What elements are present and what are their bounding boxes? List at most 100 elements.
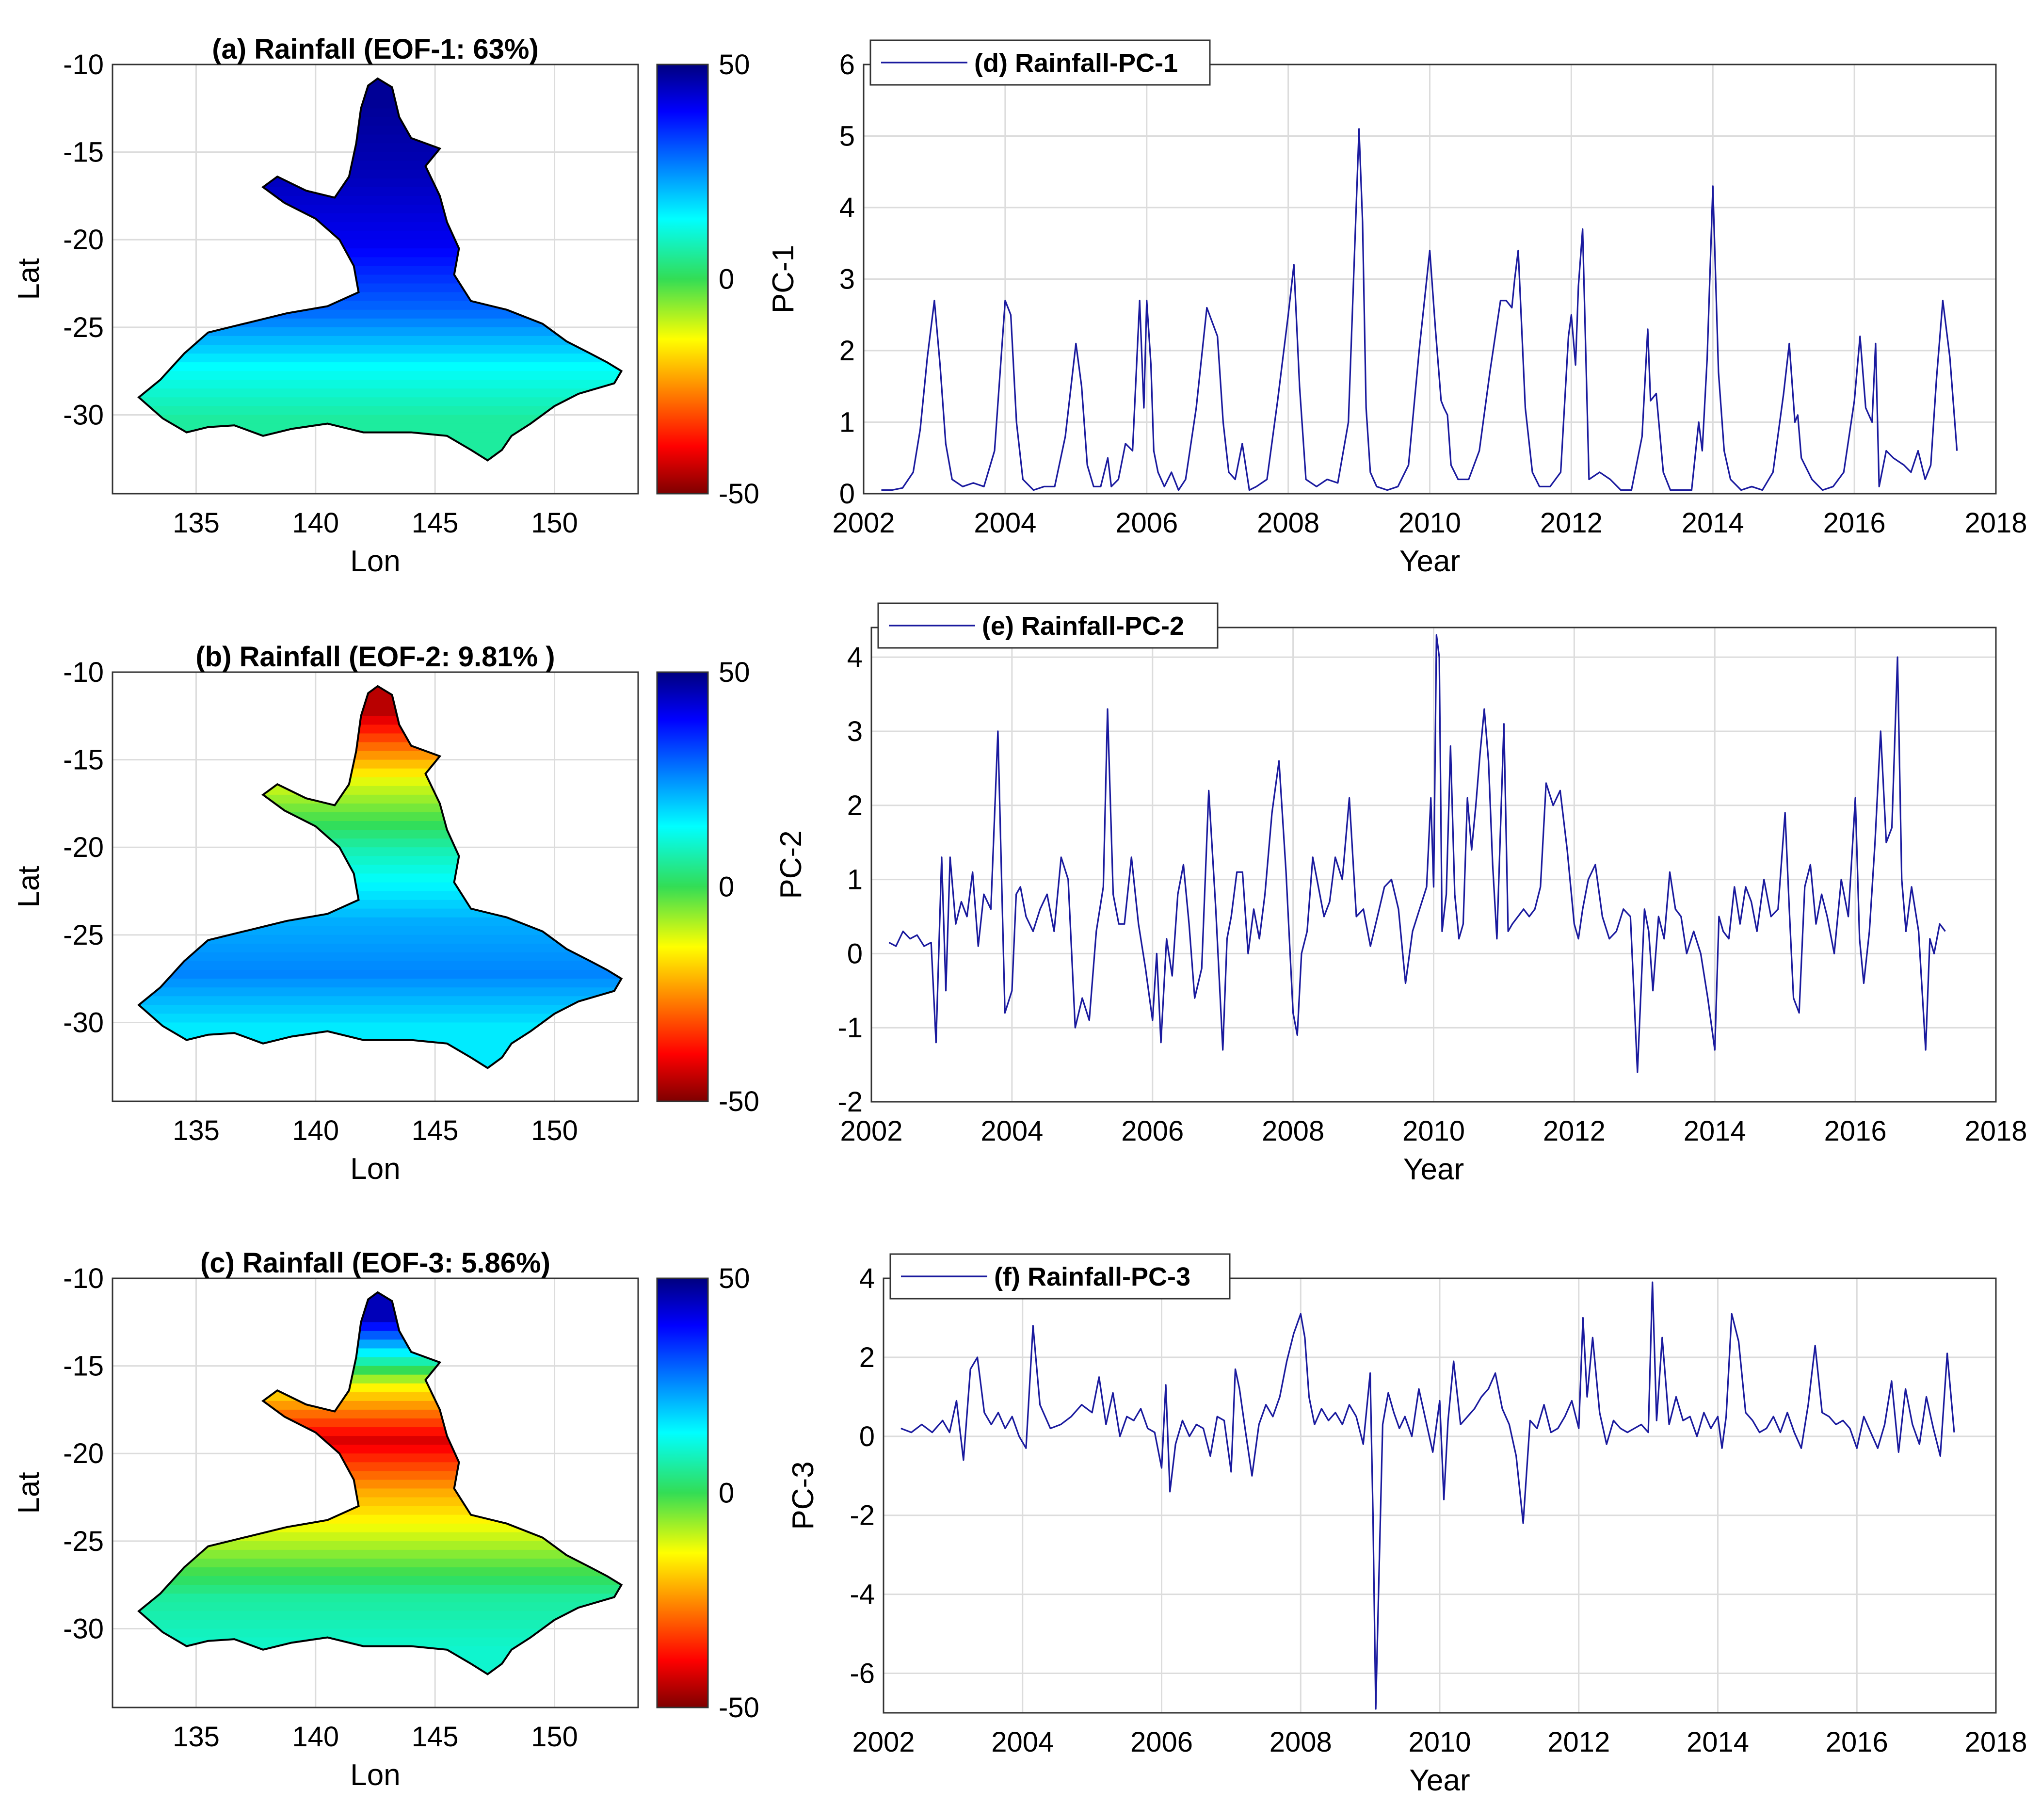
map-cell-row: [139, 1366, 622, 1375]
map-panel-c: 135 140 145 150 -10 -15 -20 -25 -30 Lon Lat (c) Rai…: [12, 1247, 759, 1792]
map-cell-row: [139, 91, 622, 100]
map-cell-row: [112, 1699, 638, 1708]
map-y-tick: -20: [63, 224, 104, 256]
map-cell-row: [139, 283, 622, 293]
map-cell-row: [139, 856, 622, 866]
map-field: [112, 1278, 638, 1708]
x-tick: 2010: [1408, 1726, 1471, 1758]
map-cell-row: [112, 1681, 638, 1691]
y-tick: 2: [859, 1342, 875, 1373]
map-cell-row: [139, 1313, 622, 1323]
map-cell-row: [139, 108, 622, 118]
x-tick: 2002: [832, 507, 895, 539]
map-cell-row: [139, 380, 622, 389]
colorbar: [656, 671, 709, 1102]
map-cell-row: [139, 266, 622, 275]
colorbar-tick: -50: [719, 1086, 759, 1117]
map-cell-row: [139, 830, 622, 839]
basin-outline: [137, 685, 623, 1069]
map-cell-row: [139, 415, 622, 424]
y-tick: 0: [847, 938, 863, 969]
map-x-tick: 145: [412, 1721, 459, 1753]
map-cell-row: [139, 970, 622, 980]
map-cell-row: [112, 1093, 638, 1102]
map-cell-row: [139, 1567, 622, 1577]
y-tick: 0: [859, 1421, 875, 1452]
map-cell-row: [139, 292, 622, 302]
map-cell-row: [139, 952, 622, 962]
map-cell-row: [139, 423, 622, 433]
map-x-tick: 150: [531, 507, 578, 539]
map-y-tick: -30: [63, 1007, 104, 1038]
map-y-tick: -15: [63, 744, 104, 776]
map-x-tick: 135: [173, 1115, 220, 1146]
map-panel-b: 135 140 145 150 -10 -15 -20 -25 -30 Lon Lat (b) Rai…: [12, 641, 759, 1186]
map-cell-row: [139, 1048, 622, 1058]
y-axis-label: PC-3: [787, 1461, 820, 1530]
map-cell-row: [139, 1497, 622, 1507]
map-title: (c) Rainfall (EOF-3: 5.86%): [200, 1247, 550, 1279]
map-cell-row: [139, 1445, 622, 1454]
map-cell-row: [139, 716, 622, 725]
map-cell-row: [139, 187, 622, 196]
map-cell-row: [139, 961, 622, 971]
map-cell-row: [139, 1462, 622, 1472]
map-cell-row: [139, 1392, 622, 1401]
map-cell-row: [112, 1278, 638, 1288]
map-cell-row: [112, 1690, 638, 1699]
map-cell-row: [139, 117, 622, 127]
map-cell-row: [139, 371, 622, 381]
map-cell-row: [139, 996, 622, 1006]
y-tick: 1: [839, 407, 855, 438]
colorbar-tick: 0: [719, 1478, 734, 1509]
map-cell-row: [139, 1057, 622, 1067]
map-x-tick: 150: [531, 1115, 578, 1146]
y-tick: 0: [839, 478, 855, 510]
y-tick: 3: [839, 264, 855, 295]
map-cell-row: [139, 169, 622, 179]
map-x-tick: 140: [292, 1115, 339, 1146]
map-cell-row: [139, 707, 622, 717]
map-cell-row: [139, 257, 622, 267]
map-cell-row: [139, 450, 622, 459]
y-tick: 2: [847, 790, 863, 821]
map-y-label: Lat: [12, 1472, 46, 1514]
map-y-tick: -15: [63, 1351, 104, 1382]
x-tick: 2006: [1130, 1726, 1193, 1758]
map-cell-row: [139, 1296, 622, 1305]
map-cell-row: [139, 388, 622, 398]
map-y-tick: -30: [63, 1613, 104, 1644]
map-cell-row: [139, 458, 622, 461]
map-cell-row: [139, 979, 622, 988]
map-cell-row: [139, 1022, 622, 1032]
map-cell-row: [139, 1594, 622, 1603]
colorbar-tick: 0: [719, 264, 734, 295]
map-x-label: Lon: [350, 545, 400, 578]
map-cell-row: [139, 1532, 622, 1542]
map-cell-row: [112, 672, 638, 681]
map-cell-row: [139, 725, 622, 734]
map-cell-row: [112, 467, 638, 477]
map-cell-row: [139, 900, 622, 909]
map-cell-row: [139, 1585, 622, 1595]
x-tick: 2014: [1684, 1115, 1746, 1147]
y-axis-label: PC-2: [774, 830, 808, 899]
map-y-tick: -20: [63, 832, 104, 863]
map-title: (a) Rainfall (EOF-1: 63%): [212, 33, 539, 65]
map-cell-row: [139, 1480, 622, 1489]
line-panel-d: 2002 2004 2006 2008 2010 2012 2014 2016 2018 0 1 2 3…: [767, 39, 2027, 578]
map-cell-row: [139, 812, 622, 822]
map-cell-row: [139, 1506, 622, 1515]
map-cell-row: [139, 309, 622, 319]
map-cell-row: [139, 152, 622, 161]
map-y-label: Lat: [12, 258, 46, 300]
map-cell-row: [139, 1031, 622, 1041]
map-cell-row: [112, 64, 638, 74]
map-cell-row: [112, 1075, 638, 1084]
map-cell-row: [139, 213, 622, 223]
colorbar-tick: -50: [719, 1692, 759, 1723]
map-title: (b) Rainfall (EOF-2: 9.81% ): [195, 641, 555, 673]
map-cell-row: [139, 742, 622, 752]
x-tick: 2004: [980, 1115, 1043, 1147]
